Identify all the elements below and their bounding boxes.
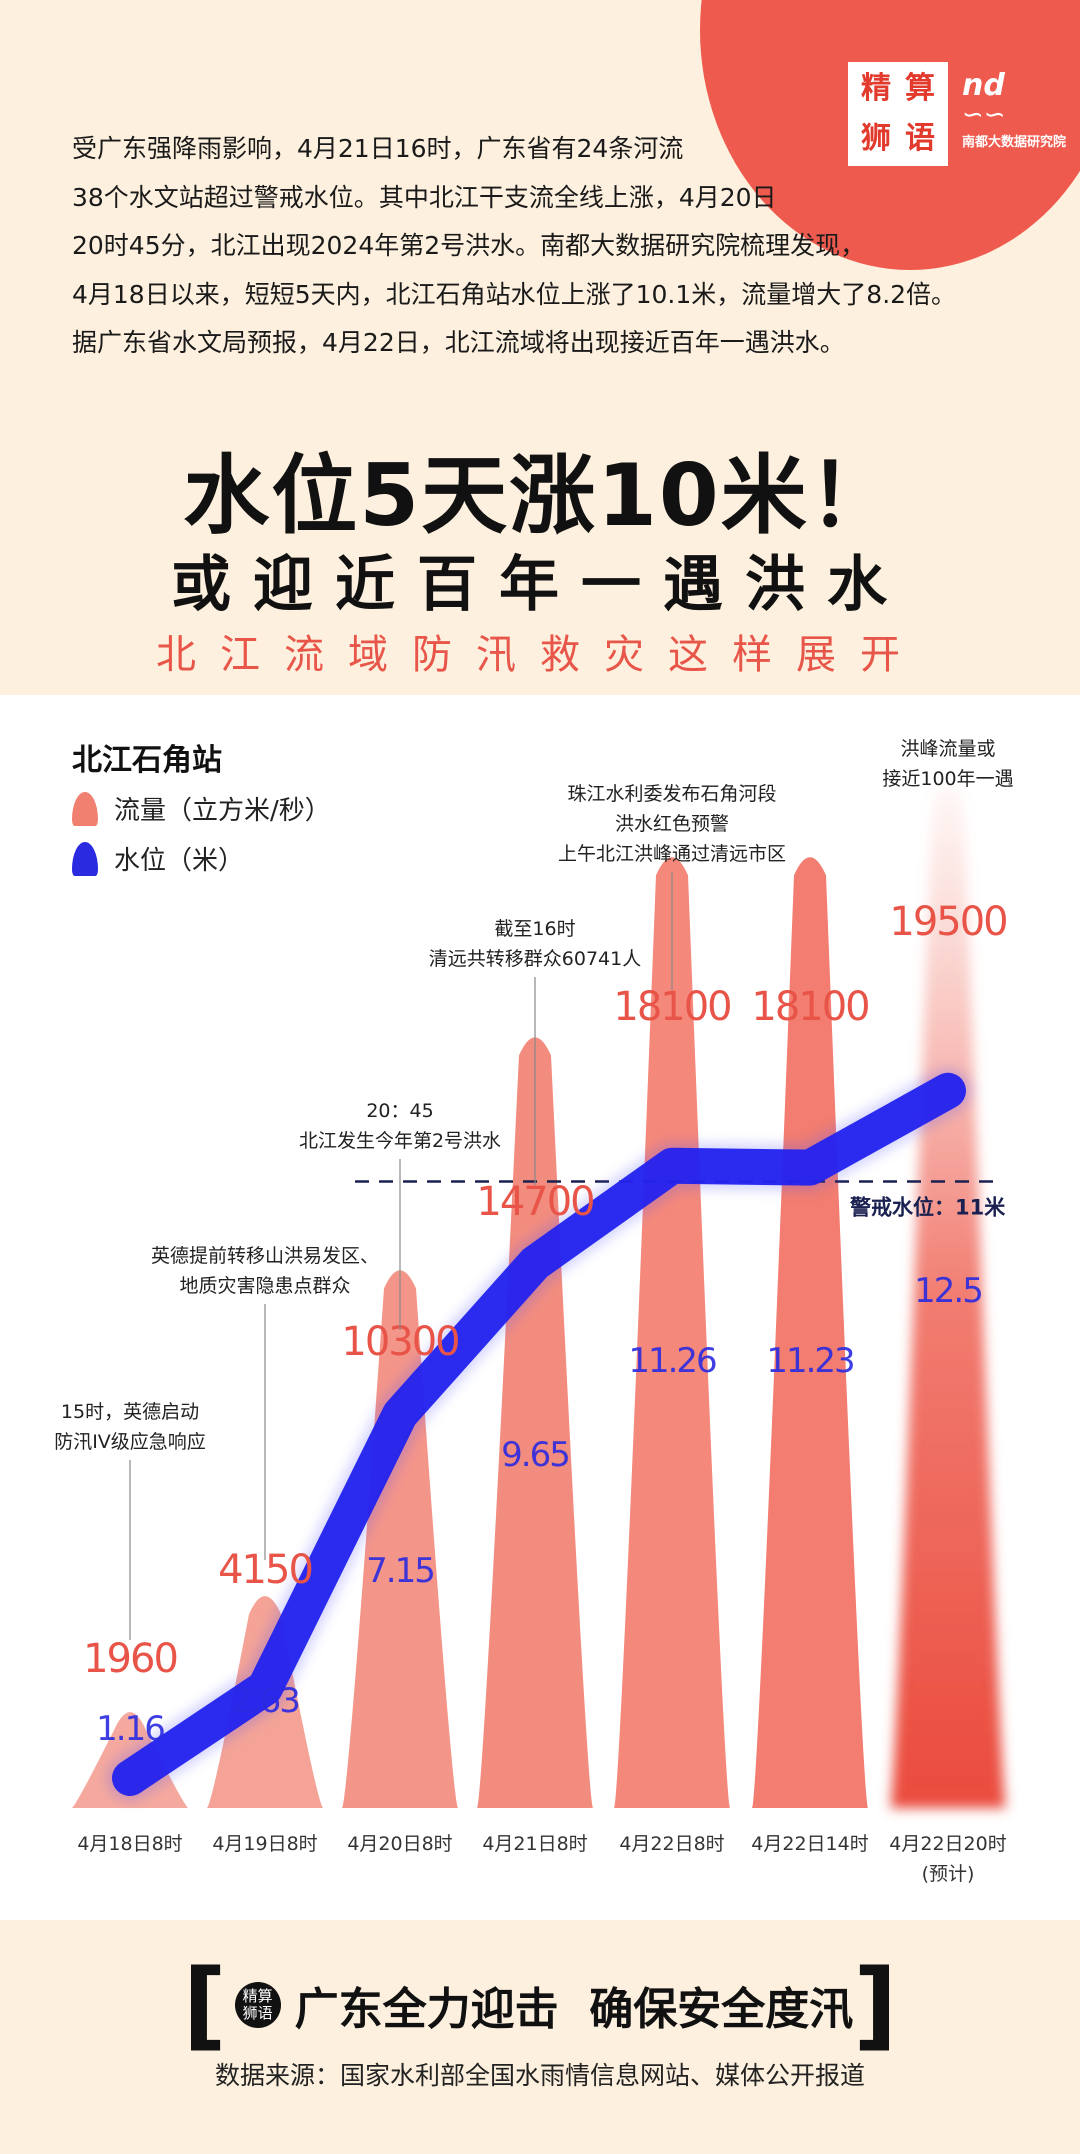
event-annotation: 接近100年一遇 bbox=[882, 768, 1013, 790]
slogan-bar: [ 精算 狮语 广东全力迎击 确保安全度汛 ] bbox=[0, 1955, 1080, 2055]
x-tick-label: 4月22日8时 bbox=[619, 1833, 724, 1855]
event-annotation: 15时，英德启动 bbox=[61, 1401, 199, 1423]
level-data-label: 11.26 bbox=[628, 1341, 716, 1381]
intro-line: 20时45分，北江出现2024年第2号洪水。南都大数据研究院梳理发现， bbox=[72, 231, 866, 260]
intro-text: 受广东强降雨影响，4月21日16时，广东省有24条河流 38个水文站超过警戒水位… bbox=[72, 125, 1002, 368]
jingsuan-shiyu-logo: 精 算 狮 语 bbox=[848, 62, 948, 166]
flow-cone bbox=[752, 857, 868, 1808]
flow-cone bbox=[342, 1270, 458, 1808]
x-tick-label: 4月21日8时 bbox=[482, 1833, 587, 1855]
x-tick-label: 4月20日8时 bbox=[347, 1833, 452, 1855]
flow-cone bbox=[477, 1037, 593, 1808]
event-annotation: 洪水红色预警 bbox=[615, 813, 729, 835]
intro-line: 受广东强降雨影响，4月21日16时，广东省有24条河流 bbox=[72, 134, 684, 163]
event-annotation: 北江发生今年第2号洪水 bbox=[299, 1130, 501, 1152]
level-data-label: 11.23 bbox=[766, 1341, 853, 1381]
legend-flow-label: 流量（立方米/秒） bbox=[114, 796, 331, 826]
flow-data-label: 19500 bbox=[889, 899, 1006, 945]
subtitle: 北江流域防汛救灾这样展开 bbox=[156, 632, 924, 678]
slogan-text: 广东全力迎击 确保安全度汛 bbox=[294, 1984, 854, 2035]
nandu-logo-name: 南都大数据研究院 bbox=[962, 135, 1067, 150]
data-source: 数据来源：国家水利部全国水雨情信息网站、媒体公开报道 bbox=[214, 2061, 865, 2090]
flow-cone-forecast bbox=[890, 783, 1006, 1808]
level-data-label: 9.65 bbox=[501, 1435, 569, 1475]
flow-data-label: 1960 bbox=[83, 1636, 177, 1682]
level-data-label: 2.63 bbox=[231, 1681, 299, 1721]
event-annotation: 英德提前转移山洪易发区、 bbox=[151, 1245, 379, 1267]
nandu-logo: nd ∽∽ 南都大数据研究院 bbox=[962, 68, 1072, 150]
right-bracket: ] bbox=[853, 1949, 898, 2061]
level-data-label: 12.5 bbox=[914, 1271, 982, 1311]
event-annotation: 珠江水利委发布石角河段 bbox=[567, 783, 776, 805]
level-series-line bbox=[112, 1072, 966, 1796]
level-data-label: 7.15 bbox=[366, 1551, 434, 1591]
event-annotation: 防汛IV级应急响应 bbox=[54, 1431, 206, 1453]
event-annotation: 上午北江洪峰通过清远市区 bbox=[558, 843, 786, 865]
left-bracket: [ bbox=[182, 1949, 227, 2061]
flow-cone bbox=[614, 857, 730, 1808]
x-tick-label: 4月18日8时 bbox=[77, 1833, 182, 1855]
wave-icon: ∽∽ bbox=[962, 100, 1006, 130]
x-tick-label: (预计) bbox=[922, 1863, 975, 1885]
intro-line: 4月18日以来，短短5天内，北江石角站水位上涨了10.1米，流量增大了8.2倍。 bbox=[72, 279, 957, 309]
main-title: 水位5天涨10米！ bbox=[183, 446, 897, 546]
jingsuan-badge: 精算 狮语 bbox=[234, 1982, 281, 2028]
station-title: 北江石角站 bbox=[72, 743, 222, 778]
footer-panel bbox=[0, 1920, 1080, 2154]
x-tick-label: 4月22日14时 bbox=[751, 1833, 868, 1855]
flow-data-label: 18100 bbox=[613, 984, 730, 1030]
legend-flow: 流量（立方米/秒） bbox=[72, 790, 331, 827]
flow-data-label: 4150 bbox=[218, 1547, 312, 1593]
flow-data-label: 18100 bbox=[751, 984, 868, 1030]
event-annotation: 地质灾害隐患点群众 bbox=[179, 1275, 350, 1297]
event-annotation: 截至16时 bbox=[494, 918, 575, 940]
warning-label: 警戒水位：11米 bbox=[849, 1196, 1006, 1220]
event-annotation: 清远共转移群众60741人 bbox=[429, 948, 641, 970]
legend-level-label: 水位（米） bbox=[114, 846, 245, 876]
x-tick-label: 4月19日8时 bbox=[212, 1833, 317, 1855]
level-data-label: 1.16 bbox=[96, 1709, 164, 1749]
intro-line: 38个水文站超过警戒水位。其中北江干支流全线上涨，4月20日 bbox=[72, 182, 777, 212]
event-annotation: 20：45 bbox=[366, 1100, 433, 1122]
flow-data-label: 14700 bbox=[476, 1179, 593, 1225]
flow-level-chart: 警戒水位：11米 1960 4150 10300 14700 18100 18100 1950… bbox=[54, 738, 1013, 1885]
nd-logo-mark: nd bbox=[962, 68, 1005, 103]
flow-data-label: 10300 bbox=[341, 1319, 458, 1365]
intro-line: 据广东省水文局预报，4月22日，北江流域将出现接近百年一遇洪水。 bbox=[72, 328, 845, 357]
event-annotation: 洪峰流量或 bbox=[900, 738, 995, 760]
legend-level: 水位（米） bbox=[72, 840, 244, 877]
x-tick-label: 4月22日20时 bbox=[889, 1833, 1006, 1855]
main-title-line2: 或迎近百年一遇洪水 bbox=[171, 550, 909, 620]
